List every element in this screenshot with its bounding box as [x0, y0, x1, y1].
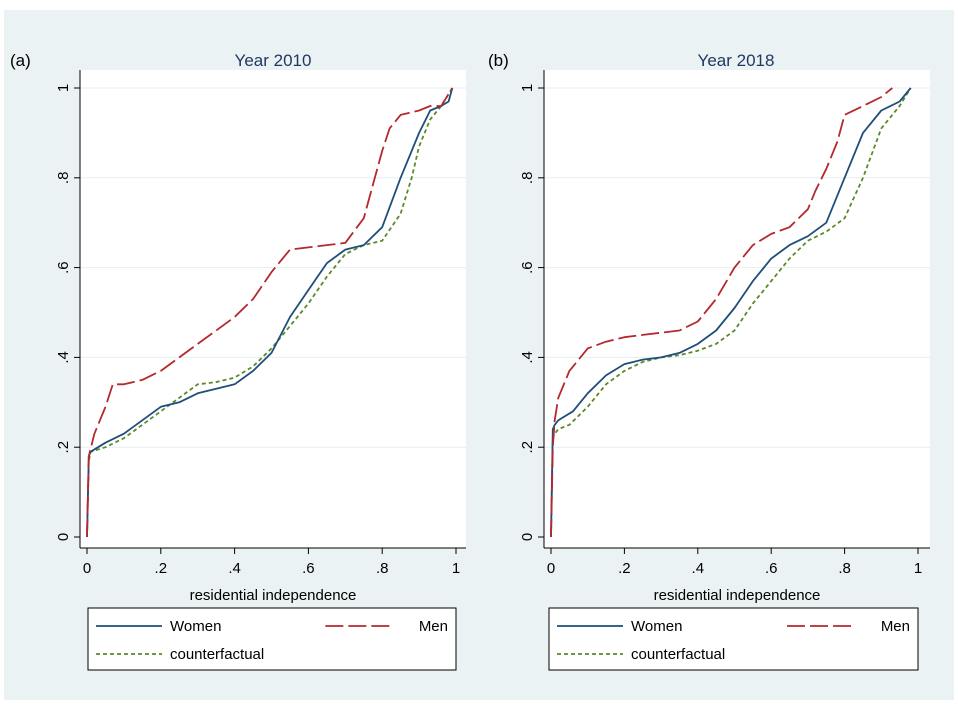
y-tick-label: .6 — [519, 261, 536, 274]
series-line-counterfactual — [86, 87, 454, 538]
legend-label: Women — [170, 618, 221, 635]
panel-label: (b) — [488, 51, 509, 70]
x-axis-label: residential independence — [654, 587, 821, 604]
x-tick-label: 0 — [83, 560, 91, 577]
series-line-women — [550, 87, 912, 538]
legend-label: Men — [419, 618, 448, 635]
x-tick-label: .8 — [376, 560, 389, 577]
legend-label: counterfactual — [631, 646, 725, 663]
x-axis-label: residential independence — [190, 587, 357, 604]
x-tick-label: 1 — [452, 560, 460, 577]
x-tick-label: .6 — [765, 560, 778, 577]
x-tick-label: .4 — [228, 560, 241, 577]
chart-panel-a: (a) Year 2010 0 .2 .4 .6 .8 1 0 .2 .4 .6 .8 1 resident… — [10, 51, 466, 671]
y-tick-label: .4 — [519, 351, 536, 364]
legend-box — [87, 607, 457, 671]
chart-panel-b: (b) Year 2018 0 .2 .4 .6 .8 1 0 .2 .4 .6 .8 1 resident… — [488, 51, 930, 671]
panel-label: (a) — [10, 51, 31, 70]
series-line-counterfactual — [550, 87, 912, 538]
y-tick-label: .8 — [519, 172, 536, 185]
legend: Women Men counterfactual — [87, 607, 457, 671]
series-line-women — [86, 87, 454, 538]
legend-box — [548, 607, 919, 671]
plot-area — [544, 70, 930, 548]
x-tick-label: .2 — [155, 560, 168, 577]
x-tick-label: .2 — [618, 560, 631, 577]
y-tick-label: 1 — [519, 84, 536, 92]
y-tick-label: .6 — [55, 261, 72, 274]
y-tick-label: .8 — [55, 172, 72, 185]
x-tick-label: 0 — [547, 560, 555, 577]
legend-label: counterfactual — [170, 646, 264, 663]
y-tick-label: 0 — [519, 533, 536, 541]
y-tick-label: .2 — [55, 441, 72, 454]
x-tick-label: .4 — [692, 560, 705, 577]
y-tick-label: 1 — [55, 84, 72, 92]
legend-label: Men — [881, 618, 910, 635]
chart-title: Year 2010 — [235, 51, 312, 70]
y-tick-label: 0 — [55, 533, 72, 541]
x-tick-label: 1 — [914, 560, 922, 577]
series-line-men — [550, 87, 893, 538]
y-tick-label: .4 — [55, 351, 72, 364]
x-tick-label: .8 — [838, 560, 851, 577]
legend: Women Men counterfactual — [548, 607, 919, 671]
x-tick-label: .6 — [302, 560, 315, 577]
plot-area — [80, 70, 466, 548]
series-line-men — [86, 87, 454, 538]
legend-label: Women — [631, 618, 682, 635]
chart-title: Year 2018 — [698, 51, 775, 70]
y-tick-label: .2 — [519, 441, 536, 454]
